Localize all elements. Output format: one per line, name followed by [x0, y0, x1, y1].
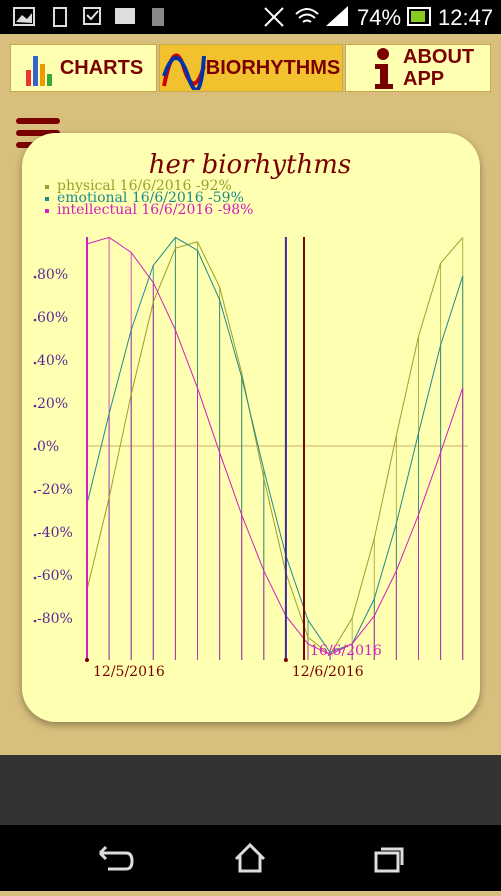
legend-swatch [45, 209, 49, 213]
y-tick-mark [33, 619, 37, 623]
y-tick-label: -20% [37, 482, 73, 498]
y-tick-mark [33, 447, 37, 451]
legend-swatch [45, 197, 49, 201]
y-tick-mark [33, 576, 37, 580]
x-tick-label: 12/5/2016 [93, 664, 165, 680]
nav-icons [98, 842, 404, 873]
date-dot [283, 658, 288, 662]
legend-label: intellectual 16/6/2016 -98% [57, 202, 254, 218]
info-icon [375, 48, 393, 89]
clock: 12:47 [438, 5, 494, 30]
status-icons [13, 6, 431, 27]
series-line [86, 236, 464, 656]
status-bar: 74% 12:47 [0, 0, 501, 34]
today-label: 16/6/2016 [310, 643, 382, 659]
tab-label: CHARTS [59, 56, 144, 79]
back-button[interactable] [98, 845, 134, 871]
chart-title: her biorhythms [149, 150, 352, 180]
y-tick-label: 80% [37, 267, 68, 283]
y-tick-label: -40% [37, 525, 73, 541]
y-tick-mark [33, 490, 37, 494]
y-tick-label: -80% [37, 611, 73, 627]
legend-label: emotional 16/6/2016 -59% [57, 190, 244, 206]
battery-percent: 74% [357, 5, 402, 30]
y-tick-label: -60% [37, 568, 73, 584]
chart: her biorhythms -80% -60% -40% -20% 0% 20% 40% 6… [33, 150, 468, 680]
series-line [86, 236, 464, 654]
chart-card [22, 133, 480, 722]
legend-label: physical 16/6/2016 -92% [57, 178, 232, 194]
tab-about[interactable]: ABOUT APP [345, 44, 491, 92]
biorhythm-icon [161, 53, 206, 90]
legend-swatch [45, 185, 49, 189]
date-dot [85, 658, 89, 662]
y-tick-mark [33, 275, 37, 279]
y-tick-mark [33, 404, 37, 408]
y-tick-mark [33, 533, 37, 537]
spacer [0, 755, 501, 825]
y-tick-label: 40% [37, 353, 68, 369]
tab-charts[interactable]: CHARTS [10, 44, 157, 92]
x-tick-label: 12/6/2016 [292, 664, 364, 680]
y-tick-label: 20% [37, 396, 68, 412]
charts-icon [25, 56, 52, 86]
y-tick-label: 0% [37, 439, 59, 455]
nav-bar [0, 825, 501, 891]
y-tick-label: 60% [37, 310, 68, 326]
tab-label: BIORHYTHMS [205, 56, 341, 79]
y-tick-mark [33, 361, 37, 365]
series-line [86, 237, 464, 656]
tab-biorhythms[interactable]: BIORHYTHMS [159, 44, 343, 92]
y-tick-mark [33, 318, 37, 322]
recents-button[interactable] [374, 847, 404, 873]
tab-label: ABOUT APP [403, 46, 475, 90]
home-button[interactable] [234, 842, 266, 873]
